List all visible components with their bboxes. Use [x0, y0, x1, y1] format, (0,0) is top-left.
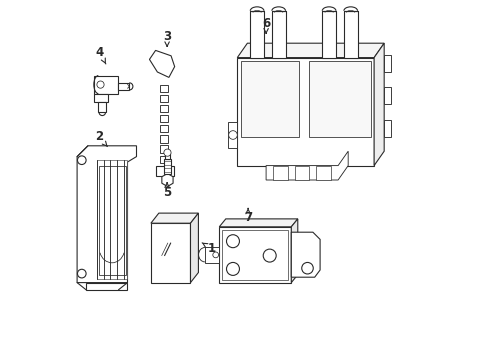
Bar	[160, 95, 168, 102]
Circle shape	[226, 262, 239, 275]
Polygon shape	[219, 219, 297, 227]
Circle shape	[263, 249, 276, 262]
Bar	[160, 145, 168, 153]
Polygon shape	[190, 213, 198, 283]
Polygon shape	[291, 219, 297, 283]
Bar	[160, 105, 168, 112]
Polygon shape	[155, 166, 173, 176]
Text: 3: 3	[163, 30, 171, 46]
Text: 4: 4	[96, 46, 105, 64]
Polygon shape	[241, 61, 298, 137]
Polygon shape	[99, 166, 125, 275]
Text: 6: 6	[262, 17, 270, 33]
Bar	[273, 166, 287, 180]
Text: 1: 1	[202, 242, 215, 255]
Bar	[118, 83, 129, 90]
Circle shape	[97, 81, 104, 88]
Polygon shape	[228, 122, 237, 148]
Bar	[160, 125, 168, 132]
Polygon shape	[151, 223, 190, 283]
Bar	[222, 230, 288, 280]
Bar	[384, 87, 390, 104]
Polygon shape	[149, 50, 174, 77]
Bar	[294, 166, 309, 180]
Polygon shape	[162, 174, 173, 186]
Bar	[163, 159, 171, 174]
Text: 7: 7	[244, 208, 252, 224]
Polygon shape	[237, 58, 373, 166]
Text: 5: 5	[163, 183, 171, 199]
Bar	[98, 102, 106, 112]
Circle shape	[163, 149, 171, 156]
Polygon shape	[265, 151, 347, 180]
Bar	[160, 166, 168, 173]
Bar	[160, 115, 168, 122]
Bar	[160, 156, 168, 163]
Circle shape	[77, 269, 86, 278]
Bar	[343, 11, 357, 58]
Bar	[250, 11, 264, 58]
Bar	[322, 11, 335, 58]
Text: 2: 2	[95, 130, 107, 147]
Circle shape	[228, 131, 237, 139]
Polygon shape	[94, 76, 118, 94]
Circle shape	[226, 235, 239, 248]
Bar	[316, 166, 330, 180]
Bar	[271, 11, 285, 58]
Circle shape	[212, 252, 218, 258]
Polygon shape	[291, 232, 320, 277]
Bar	[384, 55, 390, 72]
Bar	[160, 135, 168, 143]
Circle shape	[77, 156, 86, 165]
Polygon shape	[97, 160, 127, 279]
Bar	[164, 153, 170, 159]
Polygon shape	[309, 61, 370, 137]
Polygon shape	[77, 146, 136, 283]
Polygon shape	[373, 43, 384, 166]
Polygon shape	[237, 43, 384, 58]
Polygon shape	[219, 227, 291, 283]
Bar	[160, 85, 168, 92]
Bar	[384, 120, 390, 137]
Polygon shape	[204, 247, 219, 263]
Polygon shape	[94, 94, 108, 102]
Polygon shape	[151, 213, 198, 223]
Circle shape	[301, 262, 313, 274]
Polygon shape	[86, 283, 127, 290]
